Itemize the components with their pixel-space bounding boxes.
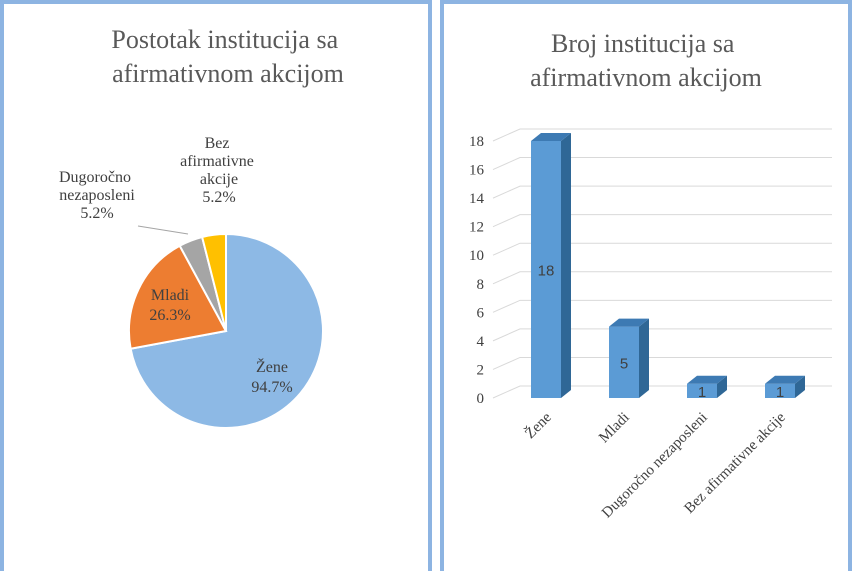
slice-value: 5.2% (80, 205, 113, 222)
y-tick-label: 4 (477, 334, 485, 350)
slice-label: Mladi (151, 287, 190, 304)
leader-line (137, 225, 189, 235)
bar (765, 375, 805, 398)
bar-top (531, 133, 571, 141)
bar-side (795, 375, 805, 398)
y-tick-label: 10 (469, 248, 484, 264)
y-tick-label: 0 (477, 391, 485, 407)
y-tick-label: 16 (469, 163, 485, 179)
panel (440, 0, 852, 571)
y-tick-label: 18 (469, 134, 484, 150)
y-tick-label: 14 (469, 191, 485, 207)
bar-top (609, 318, 649, 327)
bar-front (609, 326, 639, 398)
bar-side (639, 318, 649, 398)
bar-top (687, 375, 727, 384)
data-label: 18 (538, 263, 555, 280)
chart-title: Postotak institucija sa afirmativnom akc… (111, 25, 344, 88)
bar (609, 318, 649, 398)
slice-value: 5.2% (202, 189, 235, 206)
data-label: 1 (698, 384, 706, 401)
bar-front (531, 141, 561, 398)
bar (687, 375, 727, 398)
grid-line (492, 385, 832, 399)
bar-side (717, 375, 727, 398)
data-label: 1 (776, 384, 784, 401)
slice-label: Bez afirmativne akcije (180, 135, 258, 188)
y-tick-label: 2 (477, 362, 485, 378)
grid-line (492, 214, 832, 228)
grid-line (492, 299, 832, 313)
bar-top (765, 375, 805, 384)
y-tick-label: 12 (469, 220, 484, 236)
slice-value: 94.7% (251, 379, 292, 396)
bar-front (765, 383, 795, 398)
grid-line (492, 128, 832, 142)
slice-value: 26.3% (149, 307, 190, 324)
grid-line (492, 185, 832, 199)
y-tick-label: 6 (477, 305, 485, 321)
bar-side (561, 133, 571, 398)
grid-line (492, 157, 832, 171)
slice-label: Dugoročno nezaposleni (59, 169, 135, 204)
grid-line (492, 356, 832, 370)
data-label: 5 (620, 355, 628, 372)
bar (531, 133, 571, 398)
chart-title: Broj institucija sa afirmativnom akcijom (530, 29, 762, 92)
y-tick-label: 8 (477, 277, 485, 293)
pie-slice (200, 232, 227, 332)
grid-line (492, 242, 832, 256)
slice-label: Žene (256, 357, 288, 376)
grid-line (492, 271, 832, 285)
bar-front (687, 383, 717, 398)
pie-slice (128, 244, 228, 350)
grid-line (492, 328, 832, 342)
